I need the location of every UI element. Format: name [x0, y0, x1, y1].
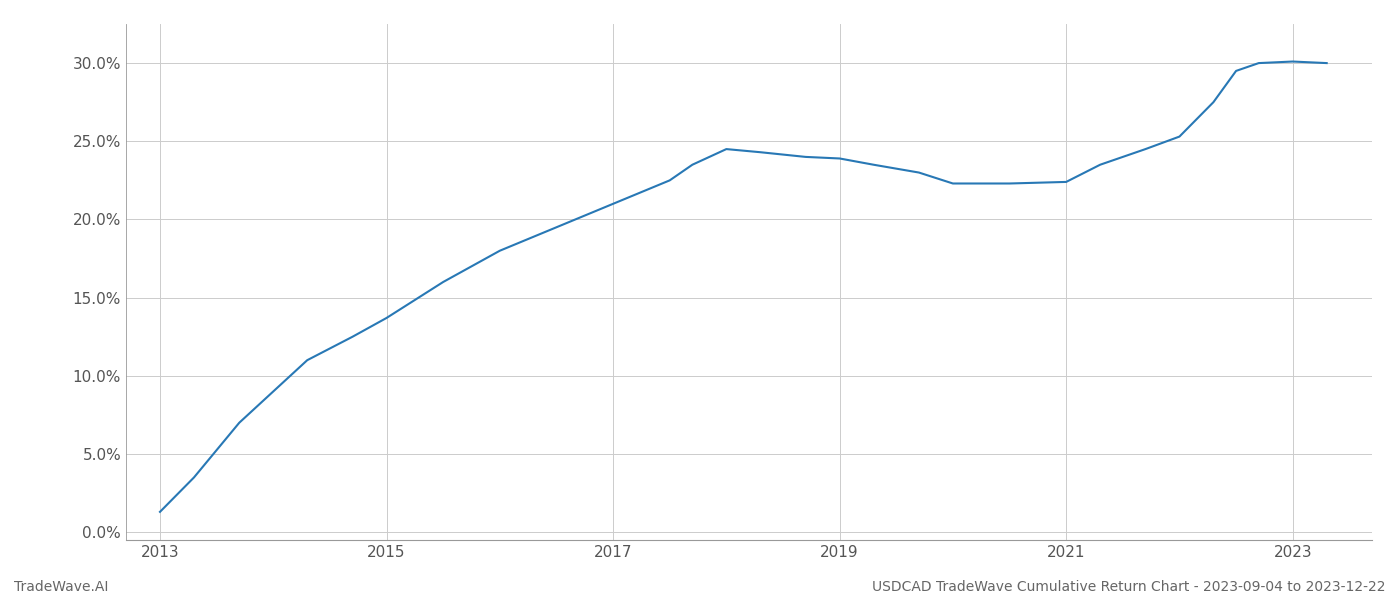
Text: USDCAD TradeWave Cumulative Return Chart - 2023-09-04 to 2023-12-22: USDCAD TradeWave Cumulative Return Chart…: [872, 580, 1386, 594]
Text: TradeWave.AI: TradeWave.AI: [14, 580, 108, 594]
